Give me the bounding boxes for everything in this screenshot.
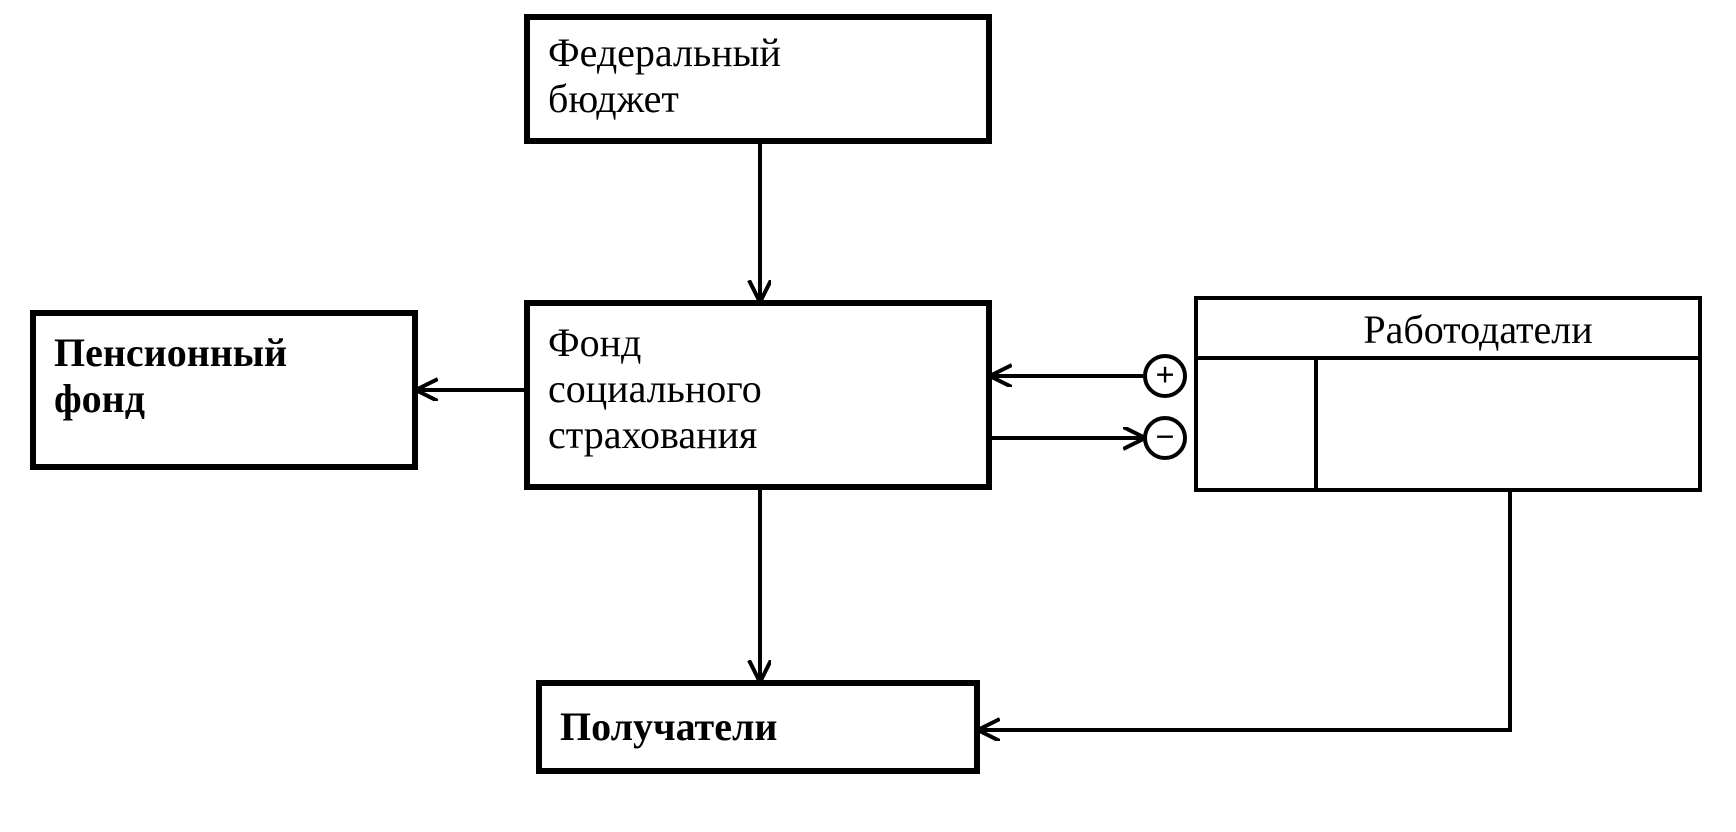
- node-social-insurance-fund: Фонд социального страхования: [524, 300, 992, 490]
- node-employers: Работодатели: [1194, 296, 1702, 492]
- node-employers-label: Работодатели: [1363, 307, 1592, 352]
- minus-glyph: −: [1155, 421, 1174, 455]
- node-recipients: Получатели: [536, 680, 980, 774]
- plus-icon: +: [1143, 354, 1187, 398]
- node-federal-label: Федеральный бюджет: [548, 30, 781, 122]
- edge-employers-to-recipients: [980, 492, 1510, 730]
- node-recipients-label: Получатели: [560, 704, 777, 750]
- plus-glyph: +: [1155, 359, 1174, 393]
- node-employers-right-cell: [1318, 360, 1698, 488]
- node-employers-header: Работодатели: [1198, 300, 1698, 360]
- node-social-label: Фонд социального страхования: [548, 320, 762, 458]
- node-pension-fund: Пенсионный фонд: [30, 310, 418, 470]
- node-federal-budget: Федеральный бюджет: [524, 14, 992, 144]
- diagram-canvas: Федеральный бюджет Пенсионный фонд Фонд …: [0, 0, 1736, 832]
- node-employers-left-cell: [1198, 360, 1318, 488]
- node-pension-label: Пенсионный фонд: [54, 330, 287, 422]
- minus-icon: −: [1143, 416, 1187, 460]
